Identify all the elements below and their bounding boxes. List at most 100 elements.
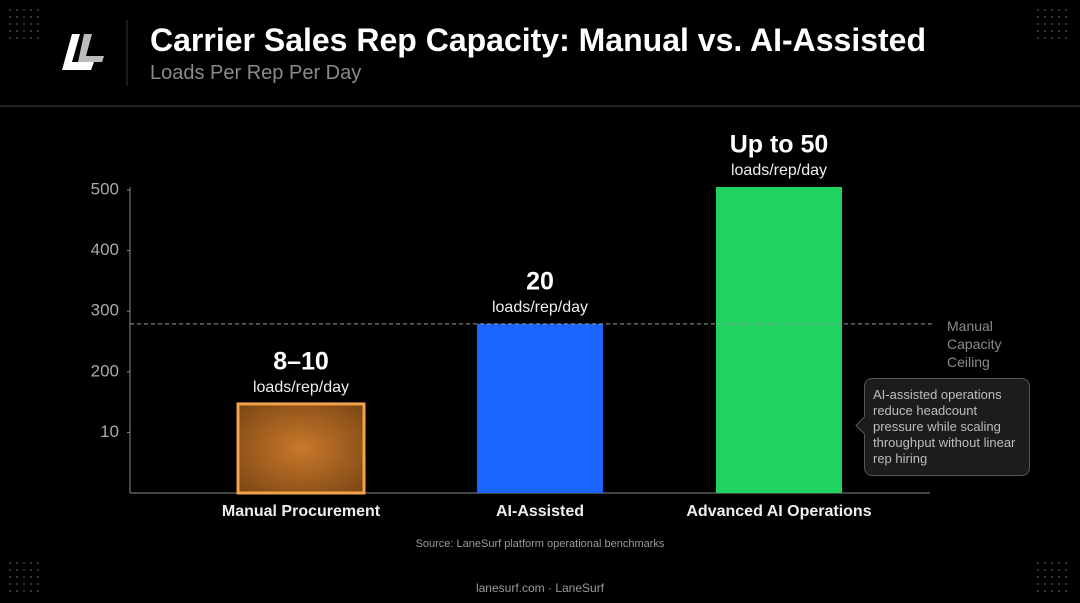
decor-dot [1037,562,1039,564]
decor-dot [9,576,11,578]
bar [477,323,603,493]
bar-sublabel: loads/rep/day [492,299,588,316]
decor-dot [23,576,25,578]
decor-dot [23,30,25,32]
decor-dot [1044,562,1046,564]
decor-dot [16,576,18,578]
decor-dot [1058,30,1060,32]
decor-dot [16,23,18,25]
decor-dot [37,576,39,578]
decor-dot [1051,23,1053,25]
y-tick-label: 500 [91,179,119,198]
decor-dot [1051,569,1053,571]
decor-dot [30,23,32,25]
decor-dot [1058,23,1060,25]
decor-dot [30,576,32,578]
logo [62,20,128,86]
decor-dot [1037,590,1039,592]
decor-dot [1065,583,1067,585]
decor-dot [1044,30,1046,32]
x-tick-label: AI-Assisted [496,503,584,520]
decor-dot [1037,23,1039,25]
y-tick-label: 10 [100,422,119,441]
decor-dot [23,562,25,564]
chart-title: Carrier Sales Rep Capacity: Manual vs. A… [150,22,926,58]
decor-dot [1037,30,1039,32]
decor-dot [30,583,32,585]
decor-dot [23,16,25,18]
decor-dot [1058,590,1060,592]
decor-dot [16,583,18,585]
decor-dot [1051,576,1053,578]
decor-dot [37,37,39,39]
decor-dot [37,16,39,18]
decor-dot [1058,37,1060,39]
decor-dot [1051,37,1053,39]
decor-dot [1044,590,1046,592]
decor-dot [1065,9,1067,11]
source: Source: LaneSurf platform operational be… [415,538,665,550]
decor-dot [9,569,11,571]
decor-dot [1058,9,1060,11]
y-tick-label: 200 [91,361,119,380]
decor-dot [1037,9,1039,11]
decor-dot [1044,23,1046,25]
decor-dot [30,9,32,11]
decor-dot [1065,16,1067,18]
decor-dot [1051,562,1053,564]
decor-dot [9,590,11,592]
bar [716,186,842,493]
decor-dot [1037,569,1039,571]
callout: AI-assisted operations reduce headcount … [864,378,1030,476]
decor-dot [1065,37,1067,39]
decor-dot [1044,569,1046,571]
decor-dot [1065,562,1067,564]
decor-dot [1044,16,1046,18]
decor-dot [1065,569,1067,571]
decor-dot [9,9,11,11]
decor-dot [37,569,39,571]
decor-dot [16,16,18,18]
decor-dot [37,583,39,585]
decor-dot [37,562,39,564]
decor-dot [16,562,18,564]
decor-dot [1058,576,1060,578]
decor-dot [23,583,25,585]
y-tick-label: 300 [91,301,119,320]
footer: lanesurf.com · LaneSurf [475,581,605,595]
decor-dot [9,16,11,18]
decor-dot [1051,590,1053,592]
bar-label: Up to 50 [730,131,829,159]
bar-label: 20 [526,268,554,296]
decor-dot [1051,30,1053,32]
x-tick-label: Manual Procurement [222,503,381,520]
decor-dot [30,30,32,32]
chart-subtitle: Loads Per Rep Per Day [150,62,362,84]
decor-dot [9,30,11,32]
decor-dot [1058,16,1060,18]
decor-dot [30,16,32,18]
decor-dot [9,23,11,25]
decor-dot [30,569,32,571]
decor-dot [1044,583,1046,585]
decor-dot [9,37,11,39]
decor-dot [16,9,18,11]
decor-dot [37,30,39,32]
decor-dot [1044,576,1046,578]
decor-dot [37,9,39,11]
decor-dot [30,37,32,39]
decor-dot [1037,583,1039,585]
decor-dot [23,37,25,39]
decor-dot [1058,562,1060,564]
decor-dot [16,590,18,592]
decor-dot [30,590,32,592]
decor-dot [1065,590,1067,592]
decor-dot [30,562,32,564]
decor-dot [16,569,18,571]
decor-dot [1065,576,1067,578]
decor-dot [1037,37,1039,39]
bar-sublabel: loads/rep/day [253,379,349,396]
decor-dot [1051,583,1053,585]
